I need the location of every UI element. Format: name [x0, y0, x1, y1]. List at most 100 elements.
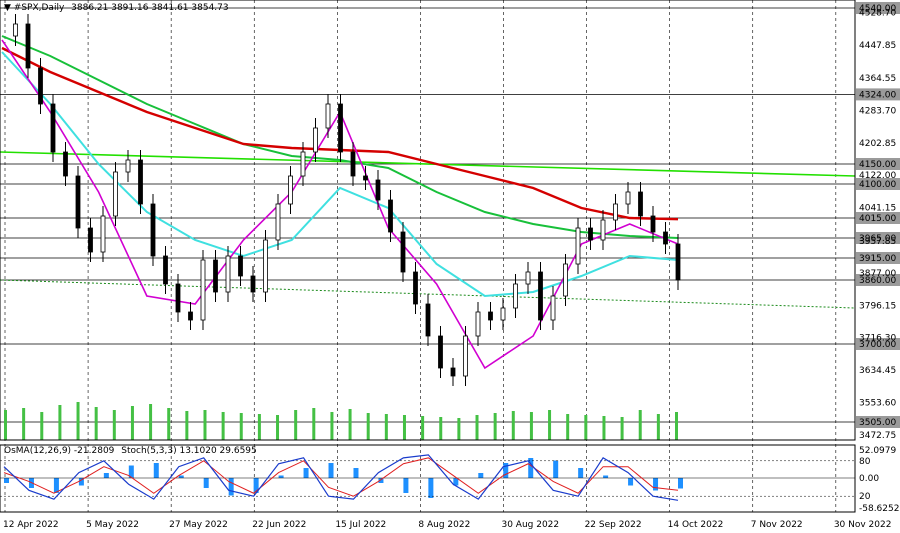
osma-label: OsMA(12,26,9) -21.2809 — [4, 446, 115, 456]
candle-body — [238, 255, 243, 277]
price-tick-label: 3877.00 — [859, 269, 896, 279]
volume-bar — [511, 411, 515, 440]
osma-histogram — [0, 458, 855, 498]
level-label: 3700.00 — [859, 340, 896, 350]
candle-body — [588, 227, 593, 241]
volume-bar — [602, 416, 606, 440]
candle-body — [200, 259, 206, 321]
level-label: 4150.00 — [859, 160, 896, 170]
level-box — [856, 212, 900, 224]
candle-body — [575, 227, 581, 265]
date-tick-label: 27 May 2022 — [169, 520, 228, 530]
volume-bar — [58, 405, 62, 440]
volume-bar — [548, 410, 552, 440]
volume-bar — [475, 415, 479, 440]
volume-bar — [584, 415, 588, 440]
indicator-label: OsMA(12,26,9) -21.2809 Stoch(5,3,3) 13.1… — [4, 446, 257, 456]
level-box — [856, 252, 900, 264]
price-tick-label: 3634.45 — [859, 366, 896, 376]
volume-bar — [276, 415, 280, 440]
candle-body — [275, 203, 281, 241]
osma-bar — [53, 478, 59, 493]
level-box — [856, 274, 900, 286]
volume-bar — [167, 408, 171, 440]
candle-body — [538, 271, 543, 321]
date-tick-label: 22 Sep 2022 — [585, 520, 642, 530]
candle-body — [613, 203, 618, 221]
level-label: 4100.00 — [859, 180, 896, 190]
osc-axis-label: 52.0979 — [859, 446, 896, 456]
dropdown-arrow[interactable]: ▼ — [4, 3, 14, 13]
osma-bar — [503, 463, 509, 478]
candle-body — [475, 311, 481, 337]
price-tick-label: 3716.30 — [859, 333, 896, 343]
candle-body — [488, 311, 493, 321]
osma-bar — [453, 478, 459, 486]
osma-bar — [478, 473, 484, 478]
date-tick-label: 8 Aug 2022 — [418, 520, 470, 530]
volume-bar — [257, 414, 261, 440]
osma-bar — [228, 478, 234, 496]
osma-bar — [278, 475, 284, 478]
price-tick-label: 4202.85 — [859, 139, 896, 149]
price-candles — [13, 14, 681, 386]
date-tick-label: 22 Jun 2022 — [252, 520, 306, 530]
volume-bar — [294, 410, 298, 440]
volume-bar — [330, 412, 334, 440]
level-label: 3965.00 — [859, 234, 896, 244]
candle-body — [550, 295, 556, 321]
level-box — [856, 232, 900, 244]
candle-body — [100, 215, 106, 253]
stochastic-lines — [0, 454, 855, 501]
date-tick-label: 12 Apr 2022 — [3, 520, 59, 530]
osma-bar — [153, 463, 159, 478]
price-tick-label: 3553.60 — [859, 399, 896, 409]
volume-bar — [221, 412, 225, 440]
level-label: 4015.00 — [859, 214, 896, 224]
level-label: 3505.00 — [859, 418, 896, 428]
osma-bar — [353, 468, 359, 478]
osma-bar — [428, 478, 434, 498]
volume-bar — [493, 413, 497, 440]
volume-bar — [185, 411, 189, 440]
price-tick-label: 4528.70 — [859, 9, 896, 19]
volume-bar — [130, 406, 134, 440]
date-tick-label: 14 Oct 2022 — [668, 520, 724, 530]
date-tick-label: 30 Nov 2022 — [834, 520, 892, 530]
candle-body — [150, 203, 156, 257]
level-label: 3860.00 — [859, 276, 896, 286]
price-tick-label: 4122.00 — [859, 171, 896, 181]
stoch-main-line — [3, 454, 679, 501]
candle-body — [300, 151, 306, 177]
candle-body — [113, 171, 118, 217]
date-tick-label: 15 Jul 2022 — [335, 520, 386, 530]
osc-axis-label: 0.00 — [859, 474, 879, 484]
candle-body — [638, 191, 643, 217]
volume-bar — [312, 408, 316, 440]
price-tick-label: 4364.55 — [859, 74, 896, 84]
level-box — [856, 2, 900, 14]
osma-bar — [553, 460, 559, 478]
candle-body — [325, 103, 331, 129]
osma-bar — [628, 478, 634, 486]
date-tick-label: 30 Aug 2022 — [501, 520, 559, 530]
candle-body — [125, 159, 131, 173]
candle-body — [400, 231, 406, 273]
price-tick-label: 3796.15 — [859, 302, 896, 312]
candle-body — [213, 259, 218, 293]
candle-body — [75, 175, 81, 229]
osma-bar — [678, 478, 683, 489]
osc-frame — [0, 444, 856, 513]
level-label: 4324.00 — [859, 90, 896, 100]
price-frame — [0, 0, 856, 441]
candle-body — [625, 191, 631, 205]
chart-title: ▼ #SPX,Daily 3886.21 3891.16 3841.61 385… — [4, 3, 229, 13]
candle-body — [288, 175, 293, 205]
volume-bar — [529, 412, 533, 440]
volume-bar — [421, 416, 425, 440]
osma-bar — [303, 468, 309, 478]
candle-body — [650, 215, 656, 233]
level-box — [856, 88, 900, 101]
osma-bar — [378, 478, 384, 483]
